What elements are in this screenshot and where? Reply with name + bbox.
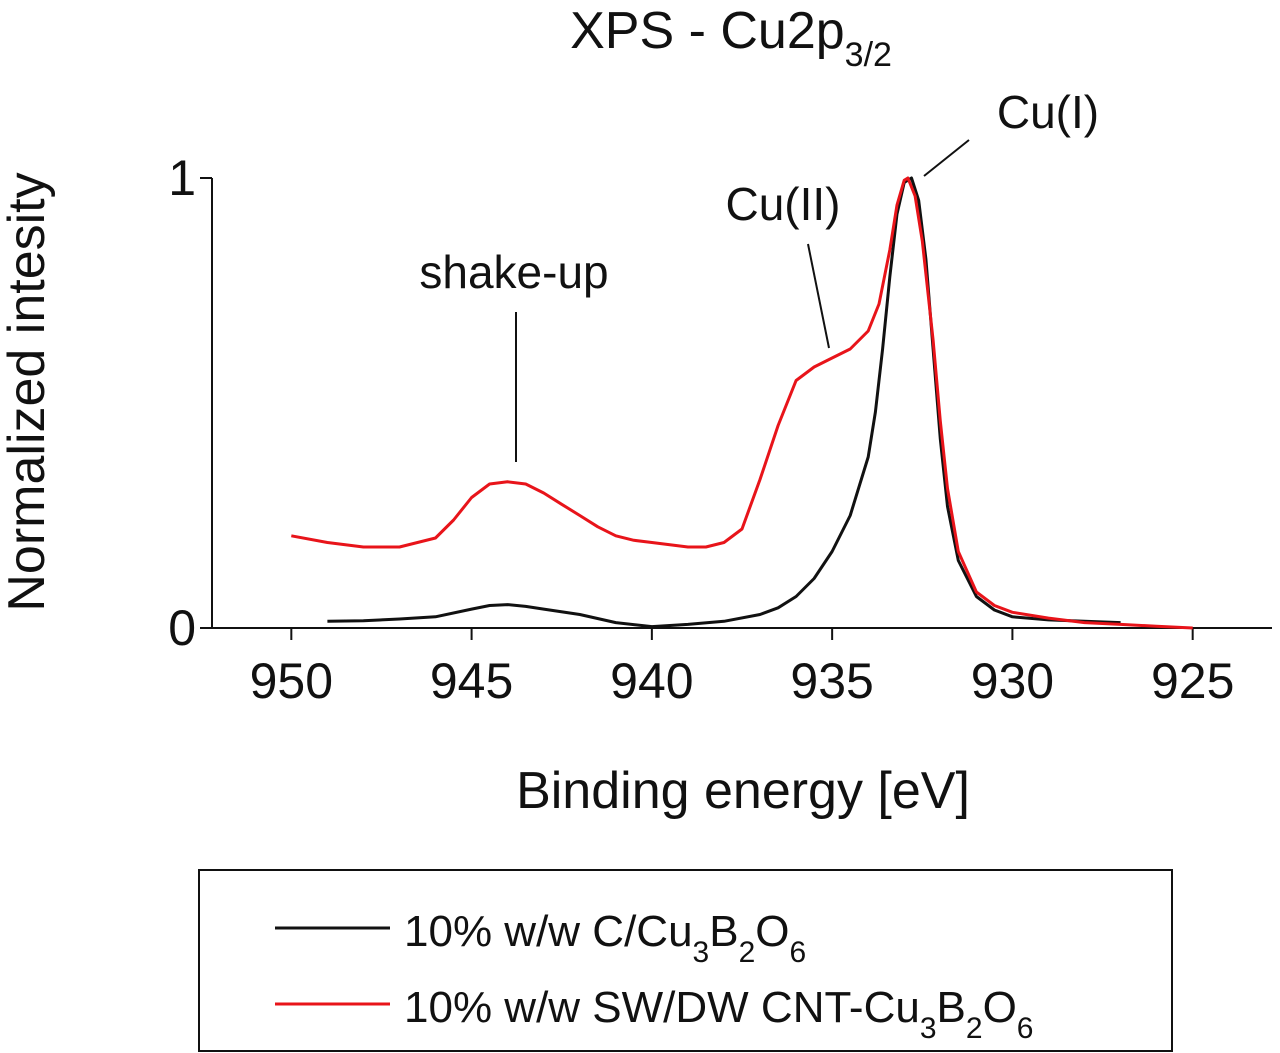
annotation-cu1-leader (923, 139, 970, 177)
legend-label-part: O (755, 907, 789, 956)
annotation-cu2-label: Cu(II) (726, 178, 841, 230)
annotation-shake-up-label: shake-up (419, 246, 608, 298)
legend-label-part: 2 (966, 1012, 983, 1045)
legend-label-part: O (983, 983, 1017, 1032)
x-tick-label: 925 (1151, 653, 1234, 709)
legend-label-part: 6 (1017, 1012, 1034, 1045)
y-axis-title: Normalized intesity (0, 172, 56, 611)
y-tick-label: 1 (168, 150, 196, 206)
x-tick-label: 950 (250, 653, 333, 709)
x-axis-title: Binding energy [eV] (516, 762, 970, 820)
x-ticks-group: 950 945 940 935 930 925 (250, 628, 1234, 709)
legend: 10% w/w C/Cu3B2O6 10% w/w SW/DW CNT-Cu3B… (198, 869, 1173, 1052)
legend-label-part: 3 (693, 936, 710, 969)
chart-title-subscript: 3/2 (845, 36, 892, 74)
annotation-cu2-leader (807, 243, 830, 349)
legend-label-series-0: 10% w/w C/Cu3B2O6 (404, 907, 806, 969)
x-tick-label: 930 (971, 653, 1054, 709)
series-line-1 (291, 176, 1193, 630)
annotation-group: shake-up Cu(II) Cu(I) (419, 86, 1099, 462)
annotation-cu1-label: Cu(I) (997, 86, 1099, 138)
chart-title: XPS - Cu2p3/2 (570, 2, 892, 74)
legend-label-part: B (937, 983, 966, 1032)
x-tick-label: 935 (790, 653, 873, 709)
legend-label-part: 3 (920, 1012, 937, 1045)
legend-label-part: 10% w/w SW/DW CNT-Cu (404, 983, 920, 1032)
x-tick-label: 940 (610, 653, 693, 709)
legend-label-series-1: 10% w/w SW/DW CNT-Cu3B2O6 (404, 983, 1033, 1045)
legend-label-part: 10% w/w C/Cu (404, 907, 693, 956)
chart-title-main: XPS - Cu2p (570, 2, 845, 60)
series-line-0 (327, 176, 1121, 629)
series-group (291, 176, 1193, 630)
legend-label-part: 6 (790, 936, 807, 969)
y-tick-label: 0 (168, 600, 196, 656)
legend-label-part: 2 (739, 936, 756, 969)
x-tick-label: 945 (430, 653, 513, 709)
legend-label-part: B (709, 907, 738, 956)
y-ticks-group: 01 (168, 150, 212, 656)
legend-box (198, 869, 1173, 1052)
